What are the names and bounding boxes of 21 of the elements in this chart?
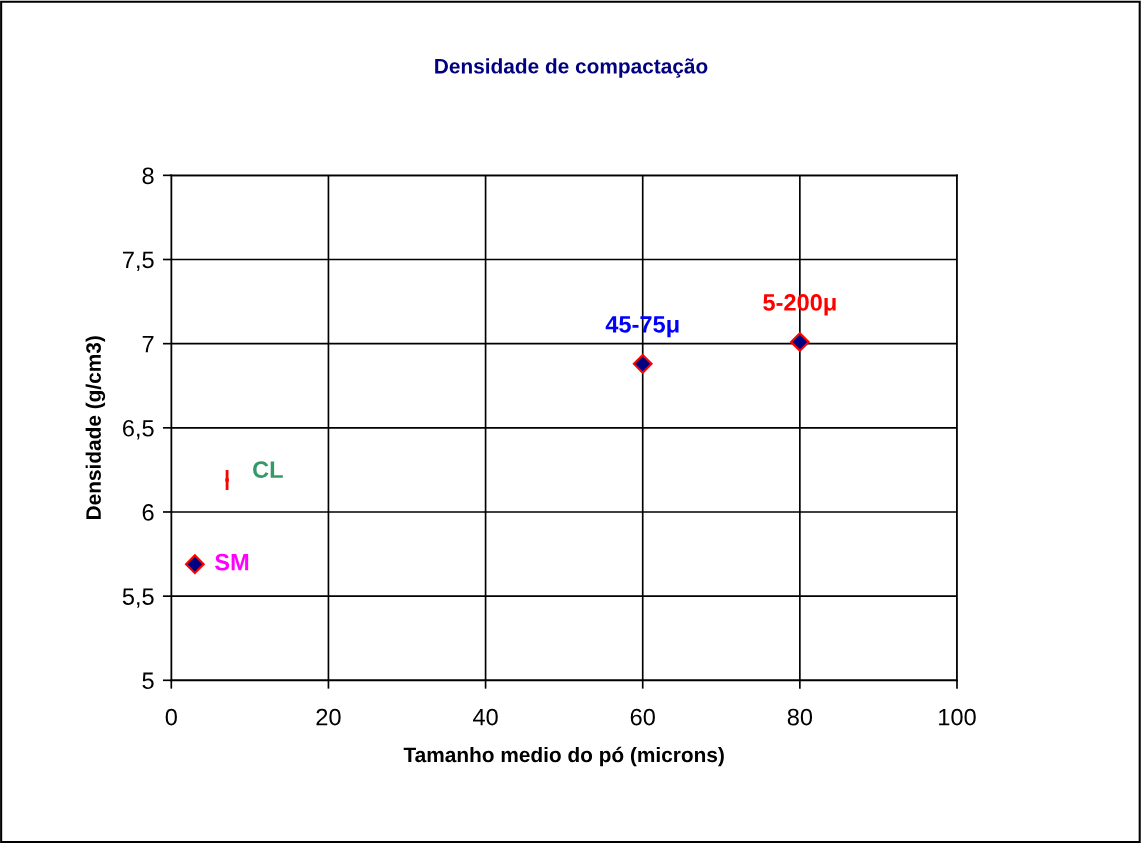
y-axis-title: Densidade (g/cm3) <box>85 336 106 520</box>
y-tick-label: 7,5 <box>123 251 154 272</box>
x-tick-label: 80 <box>787 708 813 726</box>
point <box>632 353 653 374</box>
chart-title: Densidade de compactação <box>435 58 708 78</box>
x-tick-label: 100 <box>939 708 976 726</box>
annotation: SM <box>214 553 249 571</box>
y-tick-label: 8 <box>142 167 154 185</box>
point <box>184 554 205 575</box>
x-axis-title: Tamanho medio do pó (microns) <box>403 746 724 767</box>
x-tick-label: 0 <box>165 708 177 726</box>
y-tick-label: 7 <box>142 335 154 353</box>
y-tick-label: 6,5 <box>123 419 154 440</box>
y-tick-label: 6 <box>142 504 154 521</box>
y-tick-label: 5,5 <box>122 588 154 608</box>
y-tick-label: 5 <box>142 672 154 690</box>
annotation: CL <box>253 461 283 479</box>
x-tick-label: 20 <box>316 708 341 726</box>
x-tick-label: 40 <box>472 708 498 726</box>
x-tick-label: 60 <box>630 708 655 726</box>
point <box>789 332 810 352</box>
